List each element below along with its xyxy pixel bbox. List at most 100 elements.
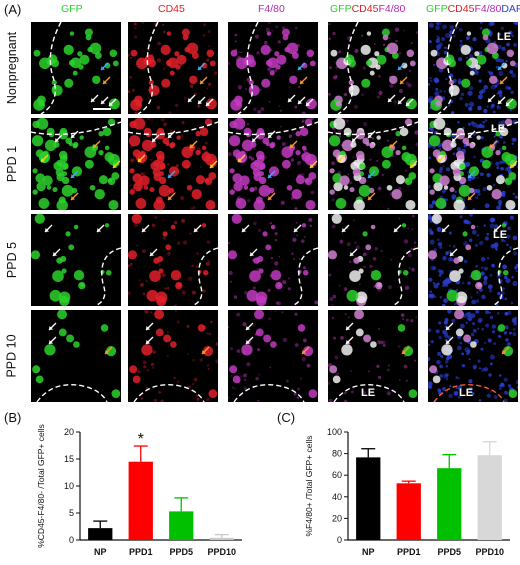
cell (432, 375, 441, 384)
background-signal (134, 27, 137, 30)
cell (56, 257, 63, 264)
bar-np (88, 528, 113, 540)
background-signal (415, 142, 418, 147)
cell (408, 389, 418, 398)
background-signal (267, 288, 271, 292)
nucleus-dot (432, 63, 436, 67)
background-signal (350, 370, 353, 373)
cell (486, 42, 499, 55)
cell (166, 31, 172, 36)
cell (508, 389, 518, 398)
background-signal (309, 224, 313, 228)
epithelium-boundary (233, 384, 305, 402)
nucleus-dot (477, 359, 481, 363)
background-signal (407, 253, 412, 258)
background-signal (344, 391, 347, 395)
nucleus-dot (439, 245, 443, 249)
background-signal (410, 247, 414, 251)
cell (395, 131, 401, 137)
cell (44, 344, 56, 356)
epithelium-boundary (328, 121, 418, 136)
nucleus-dot (433, 77, 439, 83)
nucleus-dot (474, 243, 479, 247)
nucleus-dot (444, 360, 449, 364)
background-signal (167, 251, 171, 256)
nucleus-dot (504, 297, 508, 301)
background-signal (369, 264, 373, 269)
nucleus-dot (442, 256, 447, 261)
cell (375, 281, 383, 290)
cell (174, 51, 180, 57)
nucleus-dot (502, 46, 506, 49)
cell (306, 49, 315, 58)
nucleus-dot (505, 60, 508, 63)
cell (170, 224, 176, 230)
cell (129, 189, 135, 195)
background-signal (270, 256, 274, 260)
arrow-marker (167, 170, 176, 179)
arrow-marker (245, 322, 254, 331)
nucleus-dot (457, 395, 461, 399)
background-signal (330, 214, 333, 217)
nucleus-dot (510, 90, 514, 94)
background-signal (176, 320, 180, 324)
nucleus-dot (468, 85, 474, 91)
background-signal (205, 141, 208, 145)
nucleus-dot (484, 341, 487, 344)
cell (155, 150, 165, 160)
nucleus-dot (439, 89, 443, 93)
arrow-marker (251, 134, 260, 143)
cell (51, 79, 57, 86)
nucleus-dot (436, 48, 440, 51)
cell (89, 42, 102, 55)
nucleus-dot (471, 229, 477, 235)
cell (281, 146, 294, 159)
background-signal (405, 81, 410, 86)
cell (382, 34, 389, 41)
background-signal (367, 394, 370, 396)
arrow-marker (197, 62, 206, 71)
arrow-marker (367, 130, 376, 139)
chart-b: %CD45-F4/80- /Total GFP+ cells 0 5 10 15 20 NP… (36, 424, 242, 557)
column-header-part: GFP (61, 3, 83, 15)
background-signal (293, 257, 296, 261)
background-signal (398, 52, 402, 55)
background-signal (162, 273, 166, 277)
nucleus-dot (485, 310, 490, 315)
cell (469, 143, 475, 149)
cell (129, 168, 135, 174)
background-signal (207, 259, 211, 263)
background-signal (203, 23, 207, 27)
column-header-part: CD45 (351, 3, 379, 15)
background-signal (347, 173, 350, 176)
background-signal (246, 362, 251, 367)
background-signal (228, 396, 230, 400)
arrow-marker (241, 224, 250, 233)
nucleus-dot (478, 79, 482, 83)
cell (360, 44, 371, 56)
cell (63, 44, 74, 56)
cell (295, 175, 305, 185)
nucleus-dot (502, 140, 506, 145)
background-signal (298, 258, 301, 261)
nucleus-dot (428, 277, 433, 282)
cell (191, 188, 202, 200)
background-signal (151, 118, 154, 120)
background-signal (180, 134, 184, 138)
cell (350, 141, 357, 148)
micrograph-tile (328, 118, 418, 210)
cell (365, 244, 372, 251)
nucleus-dot (515, 270, 518, 273)
nucleus-dot (465, 56, 468, 59)
cell (250, 141, 257, 148)
nucleus-dot (468, 379, 473, 384)
background-signal (153, 398, 157, 402)
cell (309, 60, 316, 67)
cell (228, 250, 238, 260)
luminal-epithelium-label: LE (497, 31, 511, 43)
cell (509, 60, 516, 67)
cell (497, 324, 506, 332)
nucleus-dot (439, 295, 443, 299)
cell (73, 341, 80, 348)
cell (299, 127, 309, 137)
